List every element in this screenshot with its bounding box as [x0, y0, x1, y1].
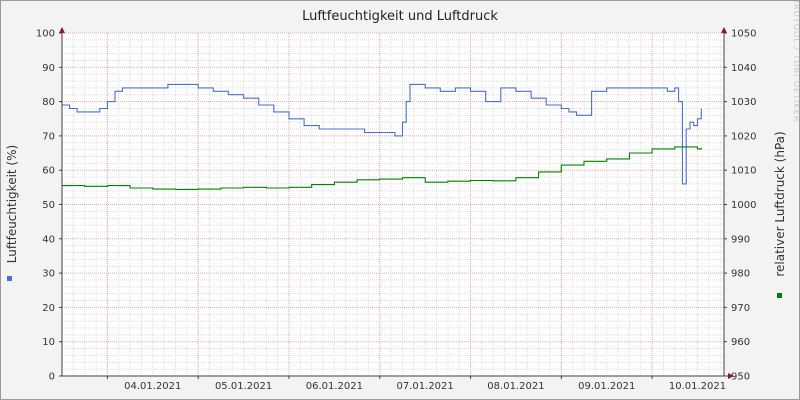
y-left-tick-label: 40 — [42, 234, 55, 245]
minor-grid — [61, 33, 724, 376]
left-series-marker — [7, 276, 12, 281]
y-right-tick-label: 1050 — [731, 29, 756, 40]
right-series-marker — [777, 293, 782, 298]
left-axis-arrow — [59, 27, 65, 33]
y-left-tick-label: 30 — [42, 269, 55, 280]
y-right-tick-label: 1020 — [731, 131, 756, 142]
y-left-tick-label: 90 — [42, 63, 55, 74]
series-line-pressure — [62, 146, 702, 190]
y-right-tick-label: 1010 — [731, 166, 756, 177]
y-right-axis-title: relativer Luftdruck (hPa) — [773, 131, 787, 276]
y-left-tick-labels: 0 10 20 30 40 50 60 70 80 90 100 — [36, 29, 62, 383]
x-axis-arrow — [728, 373, 734, 379]
y-left-tick-label: 20 — [42, 303, 55, 314]
y-left-tick-label: 10 — [42, 337, 55, 348]
y-right-tick-label: 990 — [731, 234, 750, 245]
watermark: RRDTOOL / TOBI OETIKER — [792, 0, 800, 123]
major-grid — [62, 32, 724, 376]
right-axis-arrow — [721, 27, 727, 33]
y-right-tick-label: 980 — [731, 269, 750, 280]
y-right-tick-label: 970 — [731, 303, 750, 314]
y-left-tick-label: 80 — [42, 97, 55, 108]
y-left-tick-label: 0 — [49, 372, 55, 383]
x-tick-label: 08.01.2021 — [487, 381, 544, 392]
series-layer — [62, 83, 702, 190]
y-right-tick-label: 950 — [731, 372, 750, 383]
x-tick-label: 07.01.2021 — [397, 381, 454, 392]
series-line-humidity — [62, 83, 702, 185]
y-right-tick-label: 960 — [731, 337, 750, 348]
y-left-axis-title: Luftfeuchtigkeit (%) — [5, 145, 19, 263]
x-tick-label: 04.01.2021 — [124, 381, 181, 392]
y-left-tick-label: 60 — [42, 166, 55, 177]
y-right-tick-label: 1040 — [731, 63, 756, 74]
y-right-tick-label: 1030 — [731, 97, 756, 108]
x-tick-label: 06.01.2021 — [306, 381, 363, 392]
y-left-tick-label: 50 — [42, 200, 55, 211]
y-right-tick-labels: 950 960 970 980 990 1000 1010 1020 1030 1040 1050 — [724, 29, 756, 383]
x-tick-labels: 04.01.2021 05.01.2021 06.01.2021 07.01.2021… — [106, 376, 726, 392]
x-tick-label: 10.01.2021 — [669, 381, 726, 392]
y-left-tick-label: 70 — [42, 131, 55, 142]
x-tick-label: 09.01.2021 — [578, 381, 635, 392]
x-tick-label: 05.01.2021 — [215, 381, 272, 392]
y-right-tick-label: 1000 — [731, 200, 756, 211]
chart-title: Luftfeuchtigkeit und Luftdruck — [302, 9, 498, 24]
y-left-tick-label: 100 — [36, 29, 55, 40]
